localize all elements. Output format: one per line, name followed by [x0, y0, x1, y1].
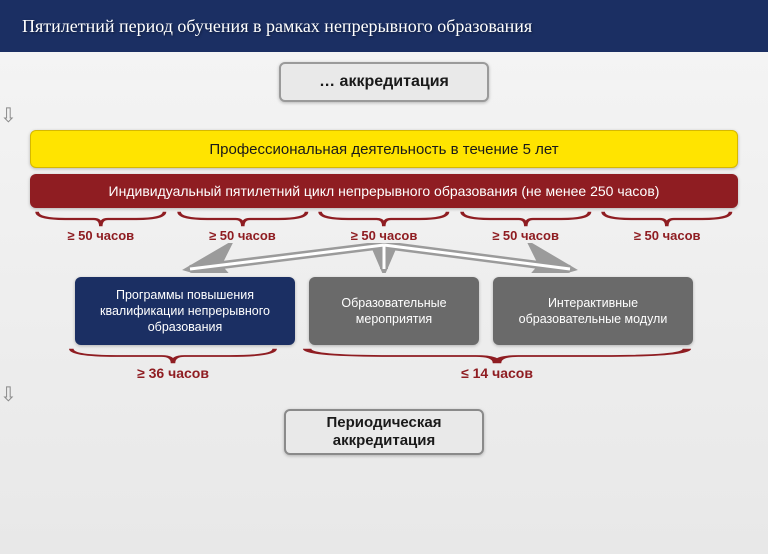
yellow-activity-bar: Профессиональная деятельность в течение … — [30, 130, 738, 168]
three-boxes-row: Программы повышения квалификации непреры… — [0, 277, 768, 345]
yellow-activity-label: Профессиональная деятельность в течение … — [209, 141, 558, 158]
hours-label-0: ≥ 50 часов — [67, 228, 134, 243]
maroon-cycle-label: Индивидуальный пятилетний цикл непрерывн… — [109, 183, 660, 199]
brace-down-icon — [455, 210, 597, 228]
footer-left-label: ≥ 36 часов — [60, 365, 286, 381]
hours-label-4: ≥ 50 часов — [634, 228, 701, 243]
program-box-2: Интерактивные образовательные модули — [493, 277, 693, 345]
brace-down-icon — [313, 210, 455, 228]
program-box-0: Программы повышения квалификации непреры… — [75, 277, 295, 345]
slide-title: Пятилетний период обучения в рамках непр… — [22, 16, 532, 36]
hours-label-1: ≥ 50 часов — [209, 228, 276, 243]
hours-cell-1: ≥ 50 часов — [172, 210, 314, 243]
brace-down-icon — [30, 210, 172, 228]
program-label-2: Интерактивные образовательные модули — [503, 295, 683, 328]
brace-down-icon — [286, 347, 708, 365]
footer-right-label: ≤ 14 часов — [286, 365, 708, 381]
footer-right-wrap: ≤ 14 часов — [286, 347, 708, 381]
final-accreditation-label: Периодическая аккредитация — [286, 414, 482, 450]
hours-label-3: ≥ 50 часов — [492, 228, 559, 243]
arrow-down-icon: ⇩ — [0, 106, 768, 126]
arrow-down-icon: ⇩ — [0, 385, 768, 405]
slide-header: Пятилетний период обучения в рамках непр… — [0, 0, 768, 52]
hours-cell-3: ≥ 50 часов — [455, 210, 597, 243]
program-label-0: Программы повышения квалификации непреры… — [85, 287, 285, 336]
maroon-cycle-bar: Индивидуальный пятилетний цикл непрерывн… — [30, 174, 738, 208]
top-accreditation-box: … аккредитация — [279, 62, 489, 102]
brace-down-icon — [596, 210, 738, 228]
hours-cell-4: ≥ 50 часов — [596, 210, 738, 243]
diagonal-arrows-wrap — [0, 243, 768, 273]
footer-left-wrap: ≥ 36 часов — [60, 347, 286, 381]
hours-braces-row: ≥ 50 часов ≥ 50 часов ≥ 50 часов ≥ 50 ча… — [0, 210, 768, 243]
diagonal-arrows-svg — [0, 243, 768, 273]
footer-braces-row: ≥ 36 часов ≤ 14 часов — [0, 347, 768, 381]
hours-cell-2: ≥ 50 часов — [313, 210, 455, 243]
program-box-1: Образовательные мероприятия — [309, 277, 479, 345]
program-label-1: Образовательные мероприятия — [319, 295, 469, 328]
hours-label-2: ≥ 50 часов — [351, 228, 418, 243]
hours-cell-0: ≥ 50 часов — [30, 210, 172, 243]
brace-down-icon — [60, 347, 286, 365]
final-accreditation-box: Периодическая аккредитация — [284, 409, 484, 455]
brace-down-icon — [172, 210, 314, 228]
top-accreditation-label: … аккредитация — [319, 73, 449, 91]
